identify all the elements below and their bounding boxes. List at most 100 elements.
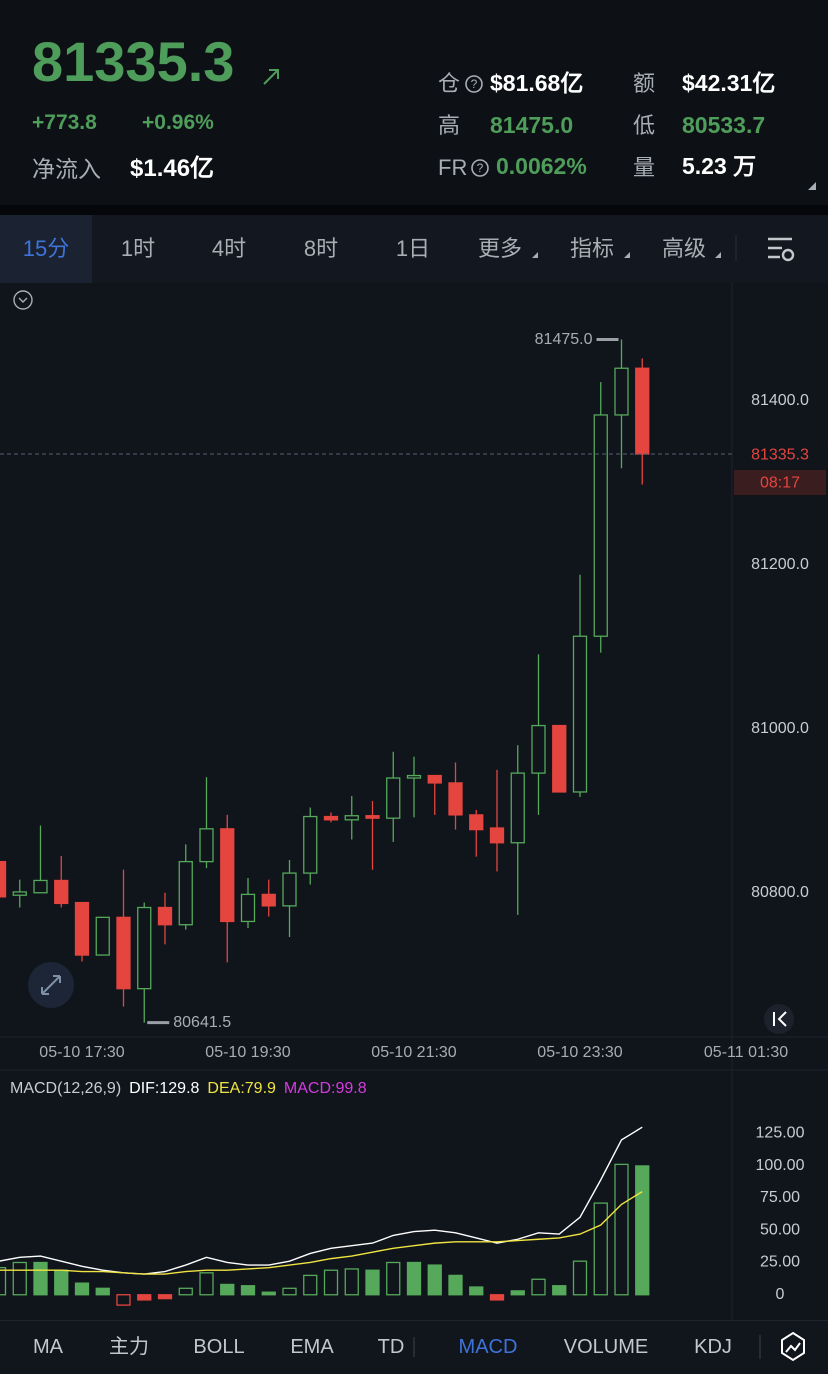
macd-bar <box>531 1278 546 1296</box>
y-tick-label: 100.00 <box>756 1157 805 1174</box>
help-icon[interactable]: ? <box>470 158 490 178</box>
macd-bar <box>220 1283 235 1296</box>
indicator-tab-selected[interactable]: MACD <box>458 1336 518 1358</box>
candle-body <box>572 635 588 793</box>
candle-body <box>448 782 463 816</box>
separator <box>0 205 828 215</box>
candle-body <box>282 872 297 907</box>
macd-bar <box>614 1163 629 1296</box>
last-price-label: 81335.3 <box>751 446 809 463</box>
stat-value: 81475.0 <box>490 112 574 138</box>
macd-bar <box>74 1282 90 1296</box>
candle-body <box>344 815 359 821</box>
expand-triangle[interactable] <box>806 180 818 192</box>
tab-selected[interactable]: 15分 <box>0 215 92 283</box>
tab[interactable]: 8时 <box>303 236 339 261</box>
help-icon[interactable]: ? <box>464 74 484 94</box>
y-tick-label: 81000.0 <box>751 720 809 737</box>
stat-value: $42.31亿 <box>682 70 776 96</box>
candle-body <box>95 916 110 956</box>
fullscreen-button[interactable] <box>28 962 74 1008</box>
tab-dropdown[interactable]: 高级 <box>661 236 706 261</box>
indicator-tab[interactable]: BOLL <box>193 1336 245 1358</box>
stat-value: 0.0062% <box>496 153 587 179</box>
readout-value: 99.8 <box>335 1080 366 1097</box>
macd-bar <box>427 1264 442 1296</box>
candle-body <box>12 891 27 896</box>
last-price-box <box>734 441 826 468</box>
candle-body <box>386 777 401 819</box>
x-tick-label: 05-10 17:30 <box>39 1044 125 1061</box>
candle-body <box>157 906 173 926</box>
candle-body <box>510 772 525 844</box>
candle-body <box>469 814 484 831</box>
candle-body <box>199 828 214 863</box>
macd-bar <box>33 1261 48 1296</box>
last-price: 81335.3 <box>32 30 235 93</box>
readout-value: 79.9 <box>245 1080 276 1097</box>
readout-name: MACD: <box>284 1080 336 1097</box>
macd-bar <box>95 1287 110 1296</box>
macd-line <box>0 1126 643 1275</box>
candle-body <box>552 724 567 793</box>
y-tick-label: 81400.0 <box>751 392 809 409</box>
macd-line <box>0 1191 643 1275</box>
indicator-tab[interactable]: MA <box>33 1336 63 1358</box>
candle-body <box>178 860 193 926</box>
macd-bar <box>386 1261 401 1296</box>
indicator-title: MACD(12,26,9) <box>10 1080 121 1097</box>
interval-tabs: 15分 1时 4时 8时 1日 更多 指标 高级 <box>0 215 828 283</box>
tab-dropdown[interactable]: 指标 <box>569 236 614 261</box>
x-tick-label: 05-10 21:30 <box>371 1044 457 1061</box>
y-tick-label: 0 <box>776 1286 785 1303</box>
svg-text:?: ? <box>471 77 478 91</box>
candle-body <box>303 815 318 874</box>
macd-bar <box>489 1294 505 1301</box>
macd-bar <box>552 1285 567 1296</box>
macd-bar <box>137 1294 152 1301</box>
price-change-pct: +0.96% <box>142 111 214 134</box>
stat-label: 额 <box>633 71 656 96</box>
readout-name: DEA: <box>207 1080 244 1097</box>
macd-bar <box>54 1269 69 1296</box>
candle-body <box>240 893 256 923</box>
chart: MACD(12,26,9) DIF:129.8 DEA:79.9 MACD:99.8 … <box>0 283 828 1320</box>
macd-bar <box>240 1285 256 1296</box>
indicator-tab[interactable]: KDJ <box>694 1336 732 1358</box>
y-tick-label: 50.00 <box>760 1221 800 1238</box>
scroll-to-latest-button[interactable] <box>764 1004 794 1034</box>
candle-body <box>614 367 629 416</box>
candle-body <box>137 906 152 990</box>
tab[interactable]: 1日 <box>395 236 431 261</box>
tab-dropdown[interactable]: 更多 <box>477 236 522 261</box>
macd-bar <box>12 1261 27 1296</box>
x-tick-label: 05-11 01:30 <box>704 1044 788 1061</box>
price-change: +773.8 <box>32 111 97 134</box>
macd-bar <box>157 1294 173 1300</box>
candle-body <box>365 815 380 819</box>
candle-body <box>74 901 90 956</box>
y-tick-label: 81200.0 <box>751 556 809 573</box>
macd-bar <box>178 1287 193 1296</box>
countdown-box <box>734 470 826 496</box>
y-tick-label: 75.00 <box>760 1189 800 1206</box>
candle-body <box>635 367 650 455</box>
collapse-icon[interactable] <box>13 290 33 310</box>
tab[interactable]: 1时 <box>120 236 156 261</box>
extreme-label: 81475.0 <box>535 331 593 348</box>
up-arrow-icon <box>263 69 279 85</box>
candle-body <box>220 828 235 923</box>
tab[interactable]: 4时 <box>211 236 247 261</box>
stat-value: 5.23 万 <box>682 153 757 179</box>
indicator-tab[interactable]: 主力 <box>109 1336 149 1358</box>
stat-label: 仓 <box>438 71 461 96</box>
macd-bar <box>572 1260 588 1296</box>
x-tick-label: 05-10 19:30 <box>205 1044 291 1061</box>
indicator-tab[interactable]: TD <box>377 1336 405 1358</box>
indicator-tab[interactable]: VOLUME <box>563 1336 649 1358</box>
indicator-tab[interactable]: EMA <box>290 1336 334 1358</box>
candle-body <box>406 774 422 779</box>
candle-body <box>261 893 276 907</box>
x-tick-label: 05-10 23:30 <box>537 1044 623 1061</box>
